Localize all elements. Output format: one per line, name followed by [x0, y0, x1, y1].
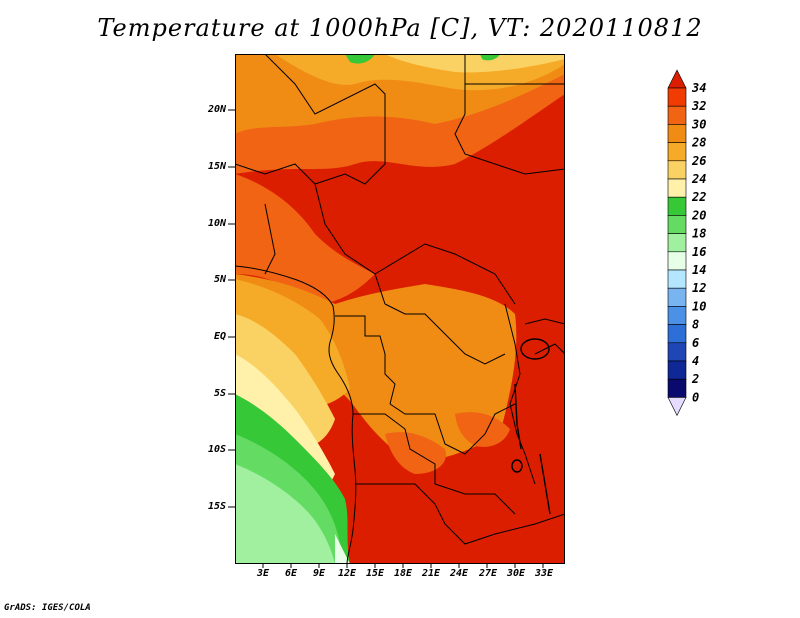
lon-label: 33E [535, 568, 554, 579]
colorbar-level-label: 28 [691, 136, 706, 150]
lon-label: 3E [257, 568, 270, 579]
colorbar-level-label: 6 [692, 336, 699, 350]
colorbar-level-label: 32 [691, 99, 706, 113]
temperature-field-20 [345, 54, 375, 64]
lake-victoria-outline [520, 338, 550, 360]
lon-label: 30E [507, 568, 526, 579]
lon-ticks [262, 563, 544, 568]
lat-label: 15N [208, 161, 227, 172]
colorbar-level-label: 8 [692, 318, 699, 332]
map-frame [235, 54, 565, 564]
colorbar-swatch [667, 233, 687, 253]
lon-label: 15E [366, 568, 385, 579]
colorbar-top-arrow [667, 69, 687, 89]
atlantic-coastline [235, 265, 357, 564]
colorbar-swatch [667, 87, 687, 107]
lon-label: 12E [338, 568, 357, 579]
colorbar-swatch [667, 342, 687, 362]
colorbar-level-label: 12 [692, 281, 706, 295]
lat-label: EQ [214, 331, 227, 342]
colorbar-swatch [667, 251, 687, 271]
lon-label: 24E [450, 568, 469, 579]
colorbar-level-label: 14 [692, 263, 706, 277]
colorbar-level-label: 30 [691, 117, 706, 131]
colorbar-level-label: 4 [692, 354, 699, 368]
colorbar-swatch [667, 178, 687, 198]
colorbar-swatch [667, 215, 687, 234]
colorbar-bottom-arrow [667, 397, 687, 417]
colorbar-level-label: 2 [691, 372, 699, 386]
lon-label: 6E [285, 568, 298, 579]
temperature-field-24 [385, 54, 565, 73]
colorbar-swatch [667, 269, 687, 289]
colorbar-swatch [667, 324, 687, 344]
country-borders-north [235, 54, 386, 185]
lat-label: 10N [208, 218, 227, 229]
lake-malawi-outline [539, 453, 551, 515]
lat-label: 20N [208, 104, 227, 115]
lake-tanganyika-outline [514, 383, 522, 450]
lon-label: 27E [479, 568, 498, 579]
colorbar-level-label: 0 [692, 390, 699, 404]
lat-label: 15S [208, 501, 227, 512]
map-title: Temperature at 1000hPa [C], VT: 20201108… [97, 14, 703, 42]
colorbar-swatch [667, 360, 687, 380]
colorbar-level-label: 20 [691, 208, 706, 222]
colorbar-swatch [667, 124, 687, 143]
lon-label: 9E [313, 568, 326, 579]
colorbar-level-label: 16 [692, 245, 706, 259]
grads-credit: GrADS: IGES/COLA [4, 603, 91, 613]
colorbar-level-label: 22 [691, 190, 706, 204]
lat-label: 5S [214, 388, 227, 399]
temperature-map [235, 54, 565, 564]
colorbar-level-label: 10 [692, 299, 706, 313]
colorbar-swatch [667, 105, 687, 125]
lat-label: 5N [214, 274, 227, 285]
colorbar-level-label: 24 [691, 172, 706, 186]
lon-label: 21E [422, 568, 441, 579]
colorbar-swatch [667, 306, 687, 325]
colorbar-swatch [667, 287, 687, 307]
colorbar-level-label: 26 [691, 154, 706, 168]
colorbar-swatch [667, 142, 687, 162]
colorbar-level-label: 18 [692, 227, 706, 241]
lat-label: 10S [208, 444, 227, 455]
lon-label: 18E [394, 568, 413, 579]
lat-ticks [228, 109, 235, 508]
colorbar-swatch [667, 160, 687, 180]
colorbar-swatch [667, 196, 687, 216]
colorbar-swatch [667, 378, 687, 398]
colorbar-level-label: 34 [691, 81, 706, 95]
